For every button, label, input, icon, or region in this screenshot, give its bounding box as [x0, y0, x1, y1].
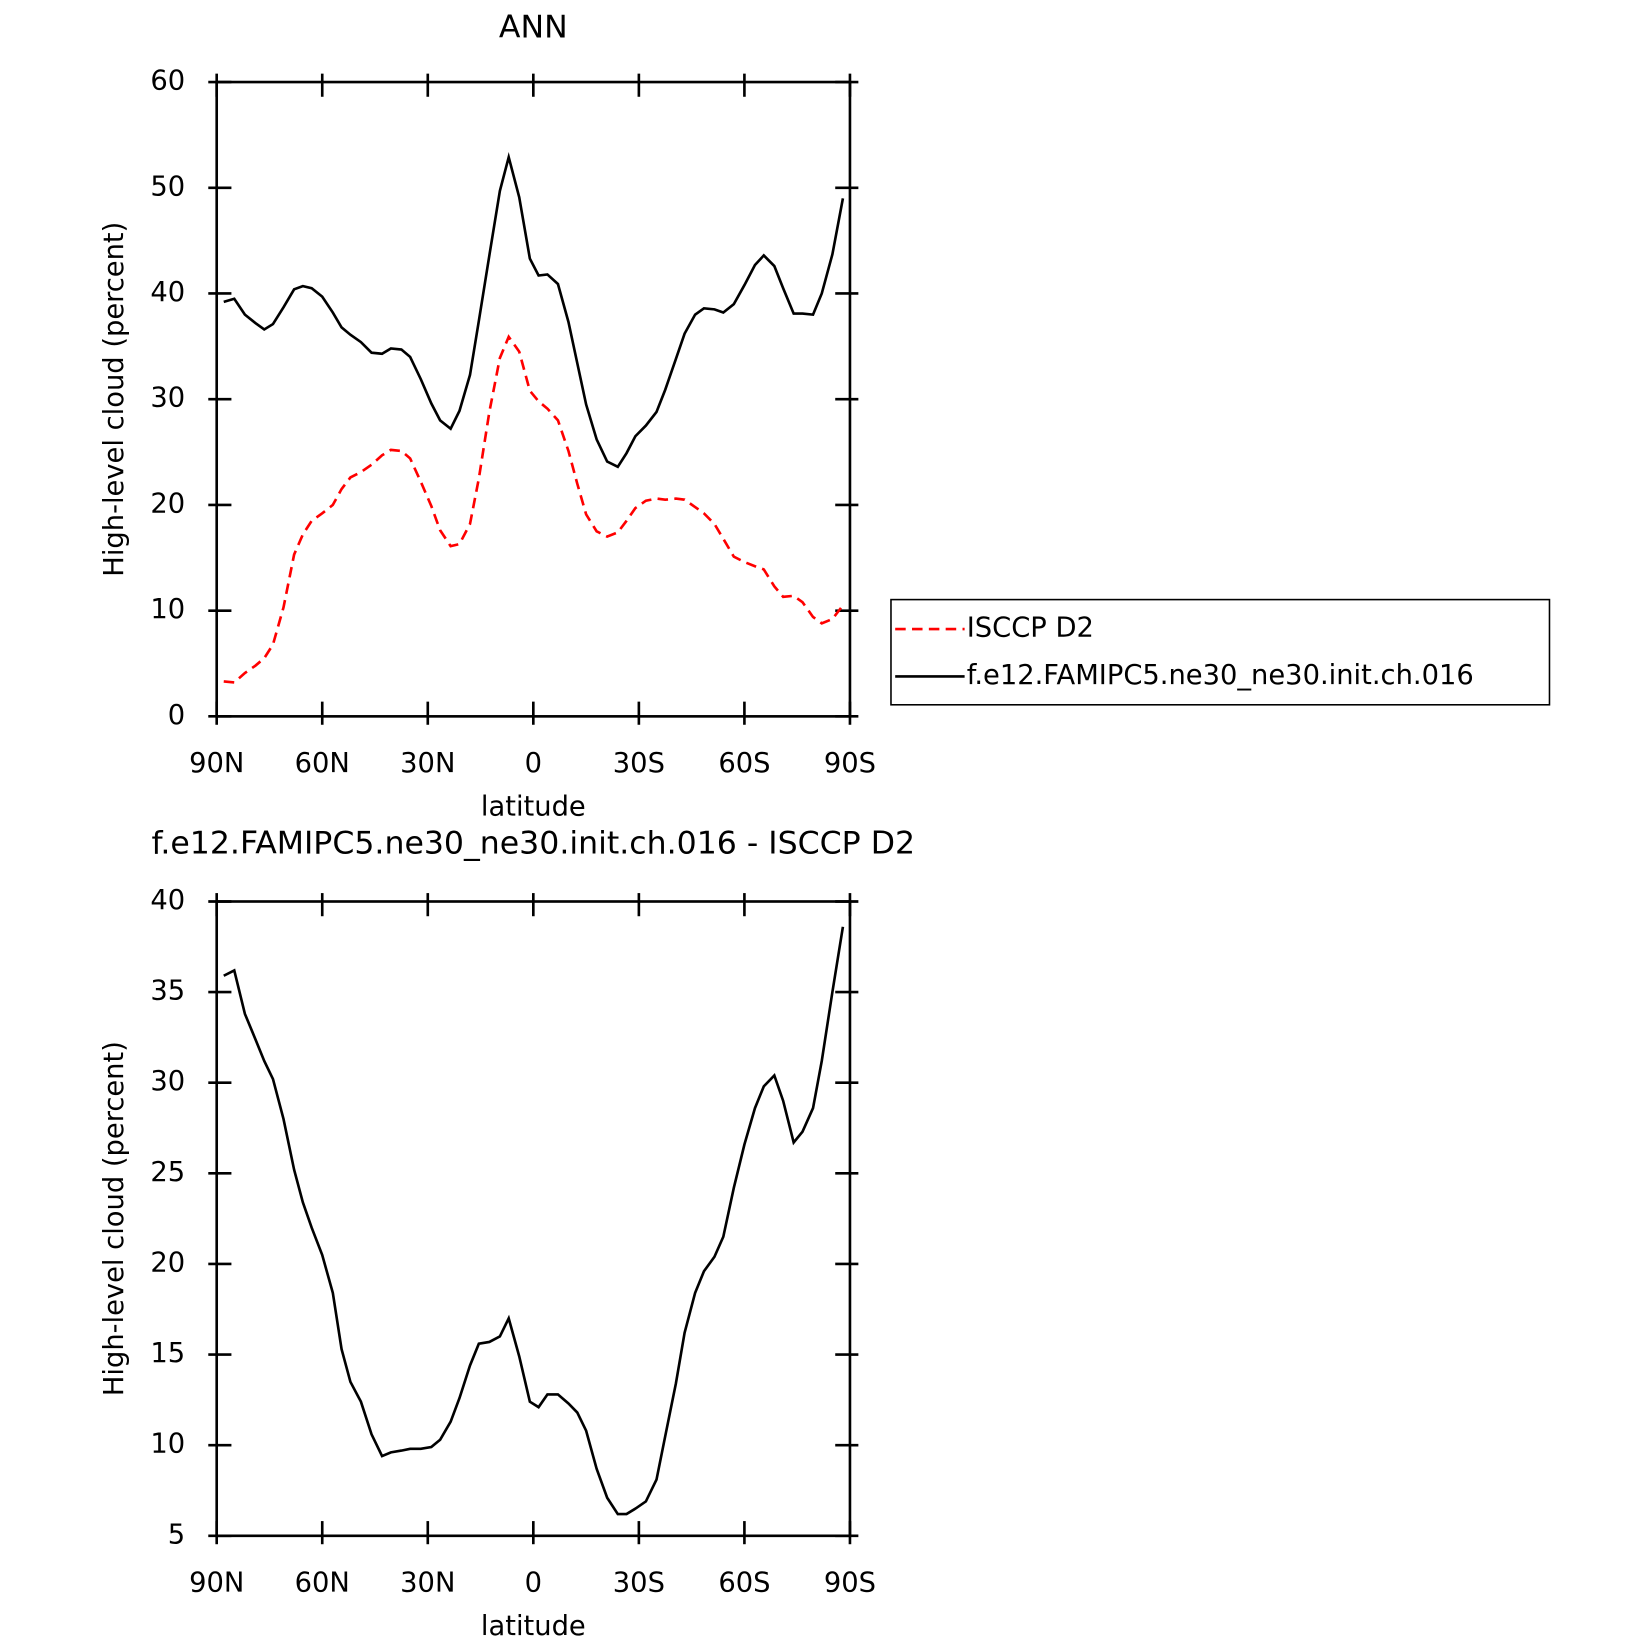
y-tick-label: 15 — [150, 1338, 185, 1369]
legend-label: f.e12.FAMIPC5.ne30_ne30.init.ch.016 — [967, 660, 1474, 691]
x-tick-label: 0 — [525, 1568, 542, 1599]
y-tick-label: 30 — [150, 1066, 185, 1097]
plot-frame — [215, 900, 852, 1538]
x-tick-label: 0 — [525, 748, 542, 779]
plot-frame — [215, 80, 852, 718]
x-tick-label: 60S — [718, 748, 770, 779]
y-tick-label: 20 — [150, 488, 185, 519]
y-tick-label: 30 — [150, 383, 185, 414]
chart-title: ANN — [499, 9, 568, 45]
y-tick-label: 40 — [150, 885, 185, 916]
x-axis-label: latitude — [481, 1611, 586, 1641]
legend-label: ISCCP D2 — [967, 613, 1094, 644]
x-tick-label: 90S — [824, 748, 876, 779]
data-line — [223, 926, 845, 1516]
y-axis-label: High-level cloud (percent) — [99, 1041, 130, 1396]
x-tick-label: 30N — [400, 748, 455, 779]
x-tick-label: 30S — [613, 748, 665, 779]
x-tick-label: 90N — [189, 748, 244, 779]
x-axis-label: latitude — [481, 791, 586, 822]
x-tick-label: 60S — [718, 1568, 770, 1599]
legend-box — [890, 598, 1551, 706]
x-tick-label: 90S — [824, 1568, 876, 1599]
y-tick-label: 35 — [150, 976, 185, 1007]
x-tick-label: 90N — [189, 1568, 244, 1599]
y-tick-label: 40 — [150, 277, 185, 308]
y-tick-label: 0 — [168, 700, 185, 731]
y-tick-label: 60 — [150, 66, 185, 97]
y-tick-label: 20 — [150, 1247, 185, 1278]
x-tick-label: 30N — [400, 1568, 455, 1599]
x-tick-label: 30S — [613, 1568, 665, 1599]
x-tick-label: 60N — [295, 1568, 350, 1599]
chart-title: f.e12.FAMIPC5.ne30_ne30.init.ch.016 - IS… — [152, 826, 916, 862]
y-tick-label: 10 — [150, 1429, 185, 1460]
y-axis-label: High-level cloud (percent) — [99, 222, 130, 577]
y-tick-label: 10 — [150, 594, 185, 625]
x-tick-label: 60N — [295, 748, 350, 779]
data-line — [223, 334, 844, 684]
y-tick-label: 5 — [168, 1519, 185, 1550]
data-line — [223, 151, 845, 469]
y-tick-label: 50 — [150, 171, 185, 202]
y-tick-label: 25 — [150, 1157, 185, 1188]
